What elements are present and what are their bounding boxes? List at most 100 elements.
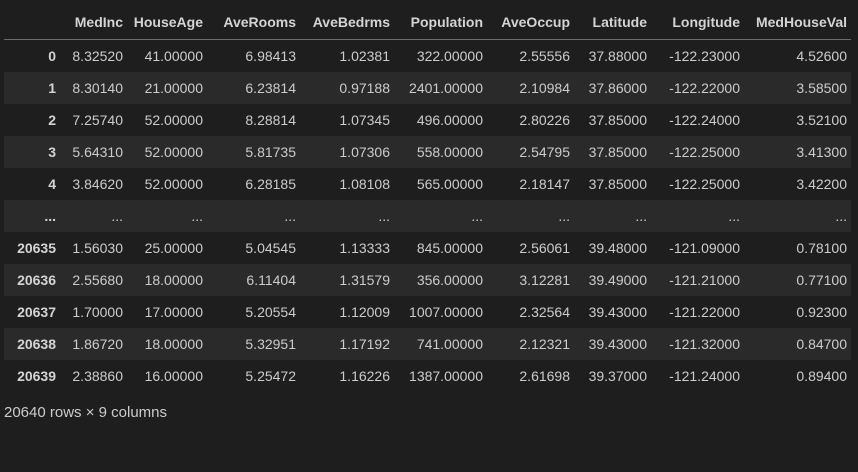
table-row: 20637 1.70000 17.00000 5.20554 1.12009 1007.0… (4, 296, 851, 328)
table-cell: 6.28185 (245, 176, 296, 192)
table-cell: 845.00000 (416, 240, 483, 256)
table-cell: 6.98413 (245, 48, 296, 64)
table-cell: 21.00000 (144, 80, 203, 96)
table-cell: 18.00000 (144, 272, 203, 288)
table-cell: 6.11404 (246, 272, 296, 288)
table-cell: 2.80226 (519, 112, 570, 128)
row-index: 2 (48, 112, 56, 128)
table-row: 3 5.64310 52.00000 5.81735 1.07306 558.00000 2… (4, 136, 851, 168)
table-cell: 2.55680 (72, 272, 123, 288)
table-cell: -121.32000 (669, 336, 740, 352)
table-row: 4 3.84620 52.00000 6.28185 1.08108 565.00000 2… (4, 168, 851, 200)
table-cell: 37.86000 (588, 80, 647, 96)
table-cell: 52.00000 (144, 144, 203, 160)
table-cell: 0.84700 (796, 336, 847, 352)
table-cell: 39.43000 (588, 336, 647, 352)
dataframe-table: MedInc HouseAge AveRooms AveBedrms Populatio… (4, 4, 851, 392)
table-cell: 41.00000 (144, 48, 203, 64)
table-cell: -122.25000 (669, 144, 740, 160)
row-index: 3 (48, 144, 56, 160)
table-cell: 356.00000 (416, 272, 483, 288)
column-header: Longitude (651, 4, 744, 40)
row-index: 0 (48, 48, 56, 64)
table-cell: -121.22000 (669, 304, 740, 320)
table-cell: 3.58500 (796, 80, 847, 96)
row-index: 1 (48, 80, 56, 96)
table-cell: 1.12009 (339, 304, 390, 320)
table-row: 0 8.32520 41.00000 6.98413 1.02381 322.00000 2… (4, 40, 851, 73)
table-cell: 37.88000 (588, 48, 647, 64)
table-cell: 3.41300 (796, 144, 847, 160)
table-cell: 37.85000 (588, 112, 647, 128)
table-cell: 0.89400 (796, 368, 847, 384)
table-cell: 39.43000 (588, 304, 647, 320)
table-cell: 0.97188 (339, 80, 390, 96)
table-cell: 5.64310 (72, 144, 123, 160)
table-cell: 1.02381 (339, 48, 390, 64)
column-header: AveRooms (207, 4, 300, 40)
table-cell: 37.85000 (588, 176, 647, 192)
table-cell: -121.09000 (669, 240, 740, 256)
table-cell: 18.00000 (144, 336, 203, 352)
table-cell: ... (471, 208, 483, 224)
table-cell: 7.25740 (72, 112, 123, 128)
table-row: 20636 2.55680 18.00000 6.11404 1.31579 356.00… (4, 264, 851, 296)
table-cell: 4.52600 (796, 48, 847, 64)
index-header (4, 4, 60, 40)
table-cell: 1.56030 (72, 240, 123, 256)
table-cell: 1.31579 (339, 272, 390, 288)
table-cell: 2.54795 (519, 144, 570, 160)
table-cell: 8.30140 (72, 80, 123, 96)
table-cell: 5.81735 (245, 144, 296, 160)
table-cell: 37.85000 (588, 144, 647, 160)
row-index: 20635 (17, 240, 56, 256)
table-cell: 5.04545 (245, 240, 296, 256)
table-cell: 3.84620 (72, 176, 123, 192)
table-row: 2 7.25740 52.00000 8.28814 1.07345 496.00000 2… (4, 104, 851, 136)
row-index: 20636 (17, 272, 56, 288)
column-header: Latitude (574, 4, 651, 40)
table-cell: 3.12281 (519, 272, 570, 288)
table-cell: 496.00000 (416, 112, 483, 128)
table-cell: -122.25000 (669, 176, 740, 192)
table-cell: 1.07306 (339, 144, 390, 160)
row-index: 20639 (17, 368, 56, 384)
dataframe-shape-label: 20640 rows × 9 columns (4, 404, 168, 421)
table-cell: -122.22000 (669, 80, 740, 96)
table-cell: 2.10984 (519, 80, 570, 96)
table-body: 0 8.32520 41.00000 6.98413 1.02381 322.00000 2… (4, 40, 851, 393)
table-cell: 8.28814 (245, 112, 296, 128)
table-cell: -122.24000 (669, 112, 740, 128)
table-cell: 16.00000 (144, 368, 203, 384)
table-cell: 0.77100 (796, 272, 847, 288)
row-index: 20638 (17, 336, 56, 352)
table-cell: 6.23814 (245, 80, 296, 96)
table-cell: 1.08108 (339, 176, 390, 192)
table-cell: 1.07345 (339, 112, 390, 128)
table-cell: 1.86720 (72, 336, 123, 352)
table-cell: 741.00000 (416, 336, 483, 352)
table-cell: 1007.00000 (409, 304, 483, 320)
table-cell: ... (635, 208, 647, 224)
table-cell: 2.18147 (519, 176, 570, 192)
table-cell: 52.00000 (144, 176, 203, 192)
table-cell: 2.61698 (519, 368, 570, 384)
table-cell: 1.16226 (339, 368, 390, 384)
table-cell: 2.55556 (519, 48, 570, 64)
table-cell: 5.32951 (245, 336, 296, 352)
table-cell: ... (284, 208, 296, 224)
table-cell: ... (835, 208, 847, 224)
table-row: 20639 2.38860 16.00000 5.25472 1.16226 1387.0… (4, 360, 851, 392)
table-cell: 1.17192 (339, 336, 390, 352)
table-cell: 39.48000 (588, 240, 647, 256)
table-row: 20635 1.56030 25.00000 5.04545 1.13333 845.00… (4, 232, 851, 264)
table-cell: 39.49000 (588, 272, 647, 288)
table-cell: 2.12321 (519, 336, 570, 352)
table-cell: ... (728, 208, 740, 224)
table-cell: -122.23000 (669, 48, 740, 64)
table-cell: -121.24000 (669, 368, 740, 384)
header-row: MedInc HouseAge AveRooms AveBedrms Populatio… (4, 4, 851, 40)
table-cell: 2.32564 (519, 304, 570, 320)
row-index: 20637 (17, 304, 56, 320)
